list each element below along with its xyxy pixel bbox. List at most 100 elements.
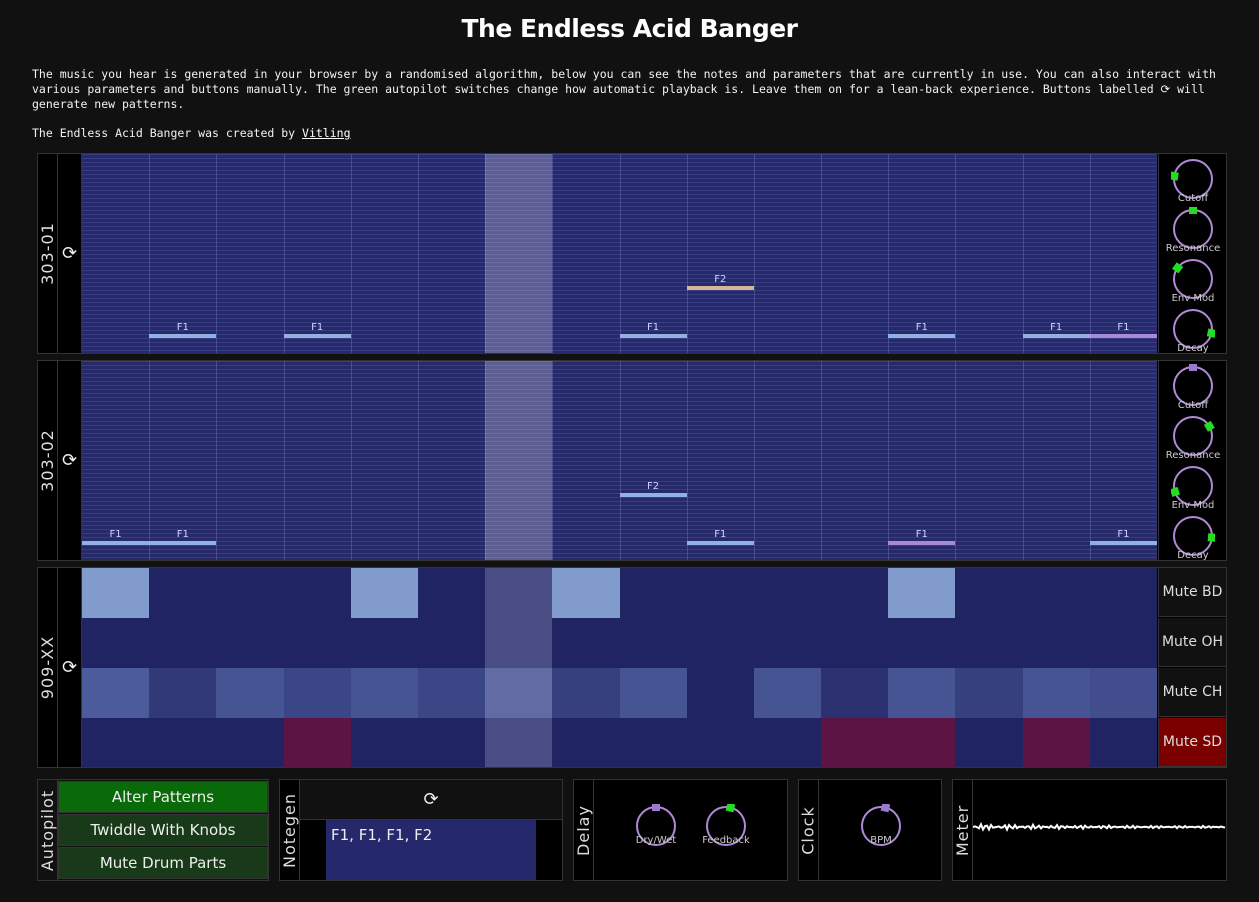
step-divider: [955, 154, 957, 353]
step-divider: [1089, 361, 1091, 560]
knob-label: Decay: [1177, 343, 1209, 354]
drum-hit: [82, 568, 150, 618]
drum-hit: [149, 668, 217, 718]
note-label: F1: [109, 529, 122, 540]
knob-env-mod[interactable]: Env Mod: [1159, 254, 1227, 304]
step-divider: [686, 361, 688, 560]
drum-hit: [1022, 718, 1090, 768]
note-bar: [1089, 541, 1157, 545]
synth-name-label: 303-02: [38, 361, 58, 560]
knob-label: Resonance: [1165, 450, 1221, 461]
synth-knobs: Cutoff Resonance Env Mod Decay: [1158, 361, 1227, 561]
knob-dial: [1171, 159, 1213, 199]
playhead: [485, 361, 553, 560]
knob-label: Cutoff: [1177, 193, 1209, 204]
step-divider: [1089, 154, 1091, 353]
notegen-notes-text: F1, F1, F1, F2: [331, 826, 433, 844]
knob-feedback[interactable]: Feedback: [692, 804, 760, 864]
intro-text: The music you hear is generated in your …: [32, 67, 1216, 111]
note-bar: [149, 541, 217, 545]
knob-dial: [861, 804, 901, 846]
autopilot-label: Autopilot: [38, 780, 58, 880]
step-divider: [619, 361, 621, 560]
note-bar: [283, 334, 351, 338]
knob-env-mod[interactable]: Env Mod: [1159, 461, 1227, 511]
notegen-label: Notegen: [280, 780, 300, 880]
step-divider: [1022, 154, 1024, 353]
step-divider: [686, 154, 688, 353]
step-divider: [821, 361, 823, 560]
knob-cutoff[interactable]: Cutoff: [1159, 361, 1227, 411]
knob-bpm[interactable]: BPM: [847, 804, 915, 864]
knob-dial: [1171, 466, 1213, 506]
knob-dry-wet[interactable]: Dry/Wet: [622, 804, 690, 864]
notegen-notes-display: F1, F1, F1, F2: [326, 820, 536, 880]
knob-resonance[interactable]: Resonance: [1159, 204, 1227, 254]
mute-sd-button[interactable]: Mute SD: [1158, 718, 1226, 767]
knob-label: Env Mod: [1171, 500, 1215, 511]
knob-dial: [1172, 259, 1213, 299]
drum-hit: [888, 668, 956, 718]
drum-hit: [417, 668, 486, 718]
drum-grid[interactable]: [82, 568, 1157, 768]
step-divider: [350, 361, 352, 560]
delay-label: Delay: [574, 780, 594, 880]
note-bar: [888, 541, 956, 545]
drum-hit: [283, 718, 351, 768]
note-bar: [149, 334, 217, 338]
knob-marker: [725, 804, 736, 813]
knob-marker: [1203, 420, 1215, 432]
knob-cutoff[interactable]: Cutoff: [1159, 154, 1227, 204]
step-divider: [619, 154, 621, 353]
mute-ch-button[interactable]: Mute CH: [1158, 668, 1226, 717]
knob-resonance[interactable]: Resonance: [1159, 411, 1227, 461]
note-label: F2: [714, 274, 727, 285]
delay-panel: Delay Dry/Wet Feedback: [573, 779, 788, 881]
knob-marker: [1189, 207, 1197, 214]
knob-dial: [1173, 309, 1215, 349]
step-divider: [485, 154, 487, 353]
step-divider: [1022, 361, 1024, 560]
autopilot-mute-drum-parts-toggle[interactable]: Mute Drum Parts: [58, 847, 268, 879]
note-label: F1: [915, 529, 928, 540]
page-title: The Endless Acid Banger: [461, 14, 798, 43]
step-divider: [552, 154, 554, 353]
credit-prefix: The Endless Acid Banger was created by: [32, 126, 303, 140]
note-label: F1: [176, 322, 189, 333]
mute-bd-button[interactable]: Mute BD: [1158, 568, 1226, 617]
synth-panel-303-01: 303-01 ⟳ F1 F1 F1 F2 F1 F1 F1 Cutoff Resonance E…: [37, 153, 1227, 354]
note-bar: [1022, 334, 1090, 338]
step-divider: [283, 154, 285, 353]
autopilot-alter-patterns-toggle[interactable]: Alter Patterns: [58, 781, 268, 813]
piano-roll[interactable]: F1 F1 F2 F1 F1 F1: [82, 361, 1157, 560]
knob-label: Cutoff: [1177, 400, 1209, 411]
regenerate-drums-button[interactable]: ⟳: [58, 568, 82, 767]
knob-marker: [1171, 171, 1179, 181]
step-divider: [216, 361, 218, 560]
drum-hit: [1022, 668, 1090, 718]
piano-roll[interactable]: F1 F1 F1 F2 F1 F1 F1: [82, 154, 1157, 353]
autopilot-twiddle-with-knobs-toggle[interactable]: Twiddle With Knobs: [58, 814, 268, 846]
notegen-regenerate-button[interactable]: ⟳: [300, 780, 562, 820]
note-label: F1: [1050, 322, 1063, 333]
regenerate-pattern-button[interactable]: ⟳: [58, 154, 82, 353]
synth-panel-303-02: 303-02 ⟳ F1 F1 F2 F1 F1 F1 Cutoff Resonance Env…: [37, 360, 1227, 561]
step-divider: [149, 361, 151, 560]
drum-hit: [821, 668, 889, 718]
vitling-link[interactable]: Vitling: [302, 126, 351, 140]
knob-decay[interactable]: Decay: [1159, 511, 1227, 561]
knob-decay[interactable]: Decay: [1159, 304, 1227, 354]
knob-label: Dry/Wet: [635, 835, 677, 846]
regenerate-pattern-button[interactable]: ⟳: [58, 361, 82, 560]
step-divider: [955, 361, 957, 560]
synth-name-label: 303-01: [38, 154, 58, 353]
note-label: F1: [1117, 529, 1130, 540]
step-divider: [149, 154, 151, 353]
knob-dial: [1173, 364, 1213, 406]
autopilot-panel: Autopilot Alter Patterns Twiddle With Kno…: [37, 779, 269, 881]
mute-oh-button[interactable]: Mute OH: [1158, 618, 1226, 667]
knob-marker: [1171, 486, 1180, 497]
step-divider: [485, 361, 487, 560]
knob-label: Decay: [1177, 550, 1209, 561]
knob-label: Feedback: [702, 835, 750, 846]
